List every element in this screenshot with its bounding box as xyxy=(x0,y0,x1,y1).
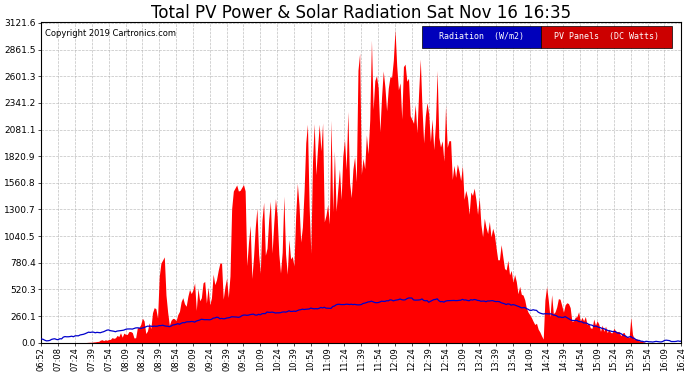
Text: PV Panels  (DC Watts): PV Panels (DC Watts) xyxy=(553,32,659,41)
FancyBboxPatch shape xyxy=(422,26,540,48)
Text: Radiation  (W/m2): Radiation (W/m2) xyxy=(439,32,524,41)
FancyBboxPatch shape xyxy=(540,26,672,48)
Title: Total PV Power & Solar Radiation Sat Nov 16 16:35: Total PV Power & Solar Radiation Sat Nov… xyxy=(151,4,571,22)
Text: Copyright 2019 Cartronics.com: Copyright 2019 Cartronics.com xyxy=(45,29,175,38)
